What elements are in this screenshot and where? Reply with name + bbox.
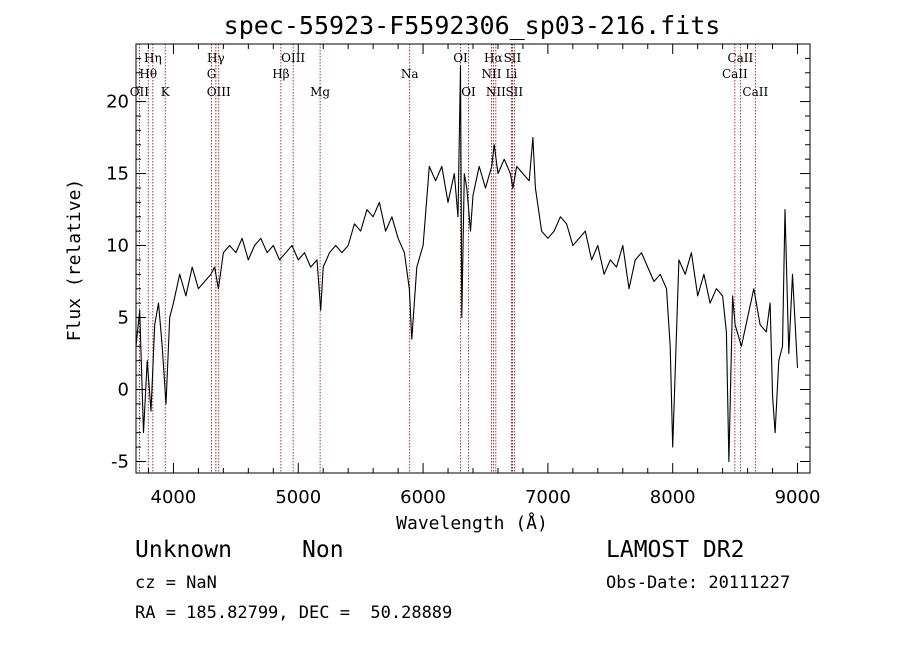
line-label-8: OIII xyxy=(281,51,305,65)
y-tick-label-5: 5 xyxy=(118,308,129,329)
y-tick-label-15: 15 xyxy=(106,164,129,185)
x-tick-label-5000: 5000 xyxy=(275,487,321,508)
chart-title: spec-55923-F5592306_sp03-216.fits xyxy=(224,11,721,40)
coords-label: RA = 185.82799, DEC = 50.28889 xyxy=(135,603,453,623)
x-tick-label-4000: 4000 xyxy=(151,487,197,508)
line-label-11: OI xyxy=(453,51,468,65)
line-label-5: G xyxy=(207,67,217,81)
survey-label: LAMOST DR2 xyxy=(606,537,745,563)
line-label-15: NII xyxy=(486,85,506,99)
line-label-7: Hβ xyxy=(272,67,289,81)
obs-date-label: Obs-Date: 20111227 xyxy=(606,573,791,593)
redshift-label: cz = NaN xyxy=(135,573,217,593)
line-label-13: Hα xyxy=(484,51,503,65)
line-label-20: CaII xyxy=(722,67,748,81)
x-axis-label: Wavelength (Å) xyxy=(396,512,548,534)
line-label-19: CaII xyxy=(727,51,753,65)
line-label-4: Hγ xyxy=(207,51,225,65)
line-label-0: OII xyxy=(130,85,150,99)
line-label-10: Na xyxy=(401,67,419,81)
line-label-12: OI xyxy=(461,85,476,99)
y-tick-label-10: 10 xyxy=(106,236,129,257)
line-label-21: CaII xyxy=(742,85,768,99)
subclass-label: Non xyxy=(302,537,344,563)
spectrum-line xyxy=(135,65,799,463)
line-label-16: SII xyxy=(504,51,522,65)
line-label-14: NII xyxy=(481,67,501,81)
x-tick-label-9000: 9000 xyxy=(775,487,821,508)
x-tick-label-8000: 8000 xyxy=(650,487,696,508)
class-label: Unknown xyxy=(135,537,232,563)
line-label-3: K xyxy=(161,85,171,99)
line-label-17: Li xyxy=(506,67,518,81)
y-tick-label-0: 0 xyxy=(118,380,129,401)
y-axis-label: Flux (relative) xyxy=(64,179,85,342)
line-label-6: OIII xyxy=(207,85,231,99)
spectral-line-markers: OIIHθHηKHγGOIIIHβOIIIMgNaOIOIHαNIINIISII… xyxy=(130,44,768,473)
plot-frame xyxy=(135,43,811,474)
axes: 4000 5000 6000 7000 8000 9000 -5 0 5 10 15 20 xyxy=(106,43,821,508)
line-label-1: Hθ xyxy=(139,67,157,81)
x-tick-label-7000: 7000 xyxy=(525,487,571,508)
y-tick-label-20: 20 xyxy=(106,92,129,113)
spectrum-chart: spec-55923-F5592306_sp03-216.fits OII Hθ H… xyxy=(64,11,821,534)
y-tick-label--5: -5 xyxy=(111,451,129,472)
line-label-9: Mg xyxy=(310,85,330,99)
x-tick-label-6000: 6000 xyxy=(400,487,446,508)
line-label-18: SII xyxy=(505,85,523,99)
spectrum-series xyxy=(135,65,799,463)
line-label-2: Hη xyxy=(144,51,162,65)
